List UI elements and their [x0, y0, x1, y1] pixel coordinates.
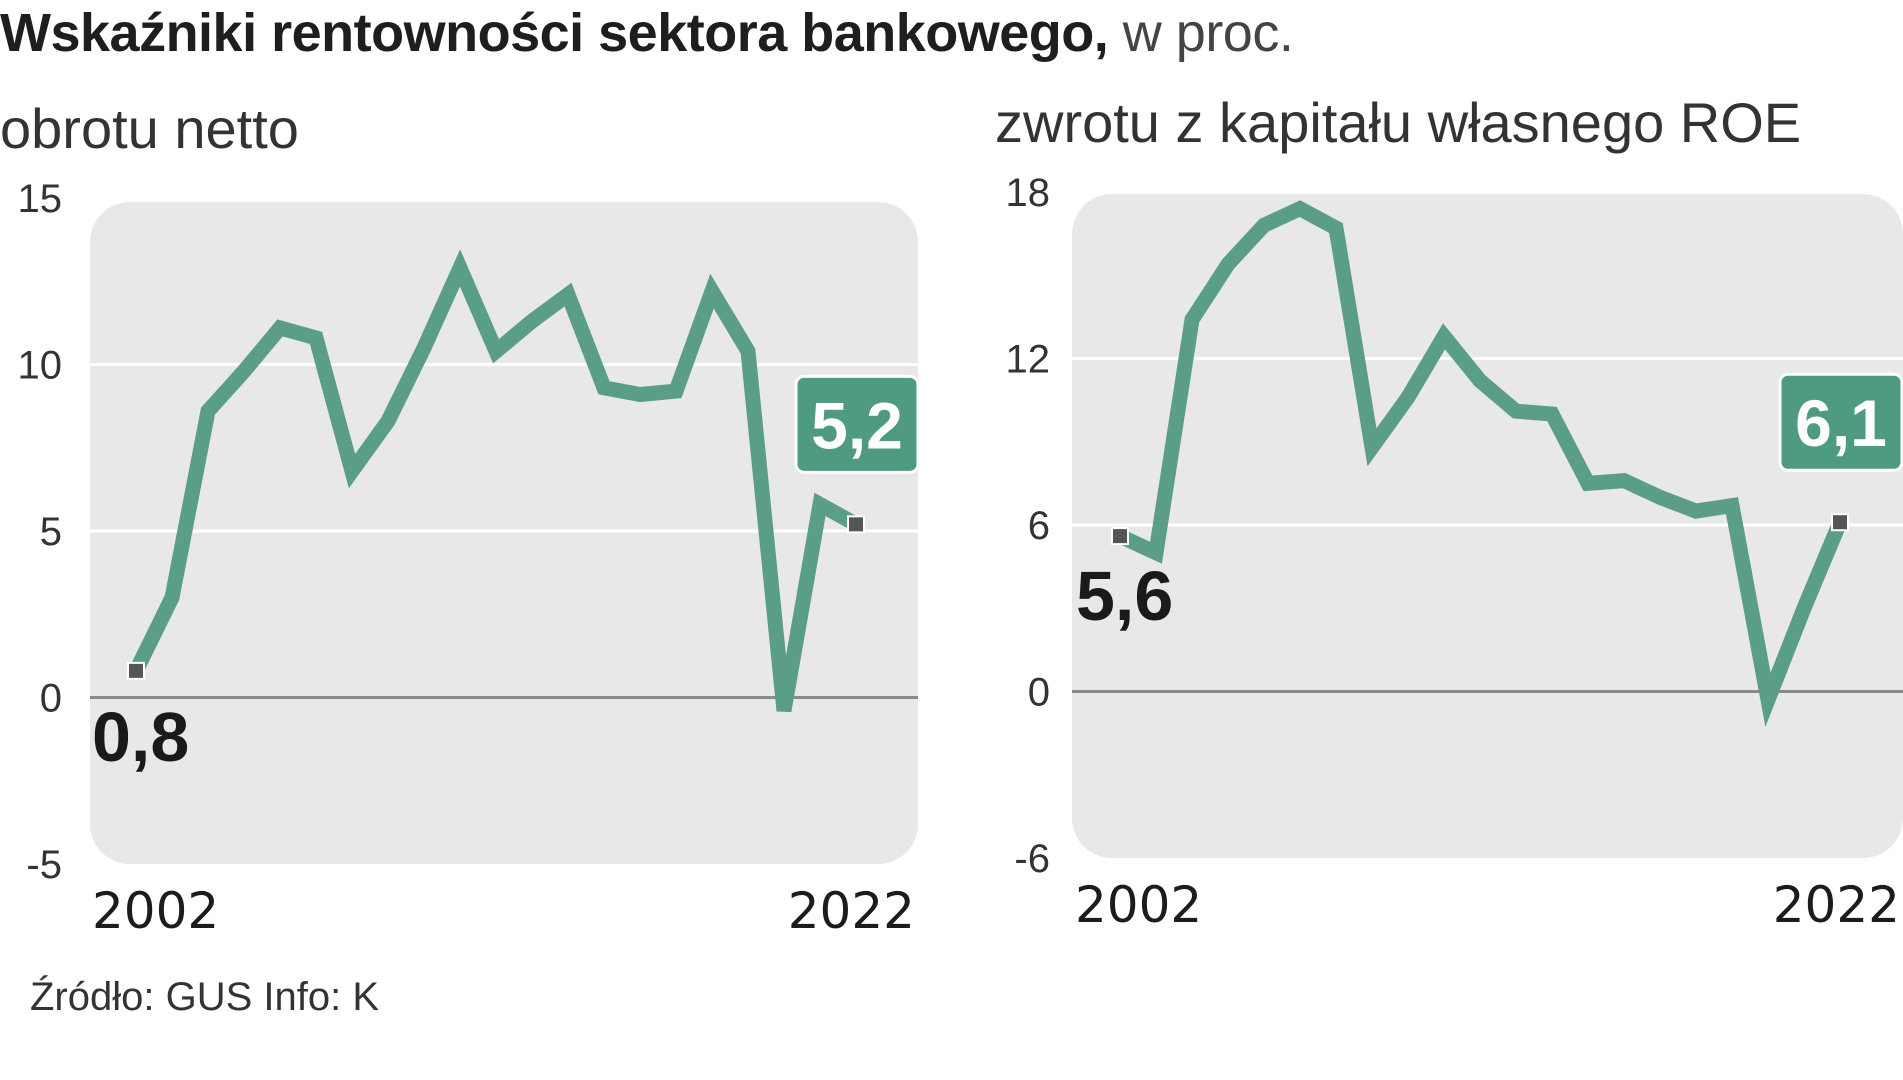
roe-panel-title: zwrotu z kapitału własnego ROE — [995, 91, 1801, 154]
net-margin-panel-background — [90, 202, 918, 864]
net-margin-end-marker — [847, 515, 865, 534]
chart-title: Wskaźniki rentowności sektora bankowego,… — [0, 2, 1294, 64]
roe-y-tick-label: 6 — [1028, 504, 1050, 548]
chart-title-unit: w proc. — [1108, 3, 1294, 63]
roe-end-value-box — [1778, 372, 1903, 472]
roe-series-line — [1116, 200, 1847, 727]
roe-x-end-label: 2022 — [1773, 876, 1900, 934]
net-margin-start-value-label: 0,8 — [92, 698, 189, 776]
net-margin-x-start-label: 2002 — [92, 882, 219, 940]
net-margin-y-tick-label: 5 — [40, 510, 62, 554]
net-margin-y-tick-label: 15 — [18, 177, 63, 221]
roe-y-tick-label: 0 — [1028, 671, 1050, 715]
roe-end-marker — [1831, 513, 1849, 532]
net-margin-x-end-label: 2022 — [788, 882, 915, 940]
roe-y-tick-label: 12 — [1006, 338, 1051, 382]
net-margin-end-value-box — [794, 374, 920, 474]
source-note: Źródło: GUS Info: K — [30, 975, 380, 1019]
net-margin-y-tick-label: 0 — [40, 677, 62, 721]
net-margin-y-tick-label: -5 — [26, 843, 62, 887]
roe-y-tick-label: -6 — [1014, 837, 1050, 881]
net-margin-series-line — [129, 249, 860, 713]
roe-end-value-label: 6,1 — [1795, 386, 1887, 460]
roe-x-start-label: 2002 — [1075, 876, 1202, 934]
roe-start-marker — [1111, 527, 1129, 546]
net-margin-end-value-label: 5,2 — [811, 388, 903, 462]
roe-start-value-label: 5,6 — [1076, 557, 1173, 635]
chart-title-main: Wskaźniki rentowności sektora bankowego, — [0, 3, 1109, 63]
net-margin-y-tick-label: 10 — [18, 344, 63, 388]
roe-y-tick-label: 18 — [1006, 171, 1051, 215]
net-margin-start-marker — [127, 661, 145, 680]
net-margin-panel-title: obrotu netto — [0, 97, 299, 160]
